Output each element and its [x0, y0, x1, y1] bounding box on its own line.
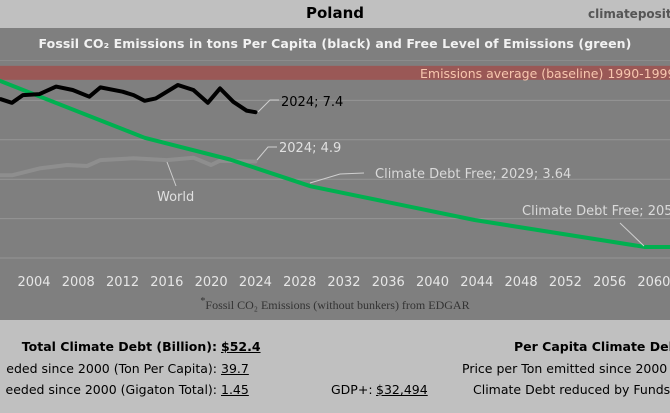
x-tick-label: 2008 — [62, 275, 95, 290]
gigaton-value[interactable]: 1.45 — [221, 382, 249, 397]
x-tick-label: 2036 — [372, 275, 405, 290]
annotation-leader-line — [619, 222, 645, 247]
x-tick-label: 2004 — [17, 275, 50, 290]
chart-title: Fossil CO₂ Emissions in tons Per Capita … — [38, 36, 632, 51]
series-line-free-level-of-emissions — [0, 78, 670, 249]
x-tick-label: 2020 — [195, 275, 228, 290]
x-tick-label: 2060 — [637, 275, 670, 290]
x-tick-label: 2024 — [239, 275, 272, 290]
source-text: Fossil CO₂ Emissions (without bunkers) f… — [205, 298, 470, 312]
gigaton-label: eeded since 2000 (Gigaton Total): — [5, 382, 218, 397]
x-tick-label: 2028 — [283, 275, 316, 290]
annotation-label: Climate Debt Free; 2029; 3.64 — [375, 167, 571, 182]
x-tick-label: 2032 — [327, 275, 360, 290]
x-tick-label: 2056 — [593, 275, 626, 290]
baseline-label: Emissions average (baseline) 1990-1999; … — [420, 66, 670, 81]
x-tick-label: 2016 — [150, 275, 183, 290]
x-tick-label: 2040 — [416, 275, 449, 290]
price-per-ton-label: Price per Ton emitted since 2000 — [462, 361, 668, 376]
header-bar — [0, 0, 670, 28]
x-tick-label: 2044 — [460, 275, 493, 290]
page-title: Poland — [306, 4, 364, 22]
source-caption: *Fossil CO₂ Emissions (without bunkers) … — [0, 296, 670, 313]
series-line-poland — [0, 83, 258, 115]
series-line-world — [0, 155, 258, 178]
x-tick-label: 2048 — [505, 275, 538, 290]
annotation-leader-line — [257, 99, 279, 113]
site-name: climatepositi — [588, 7, 670, 21]
ton-per-capita-label: eded since 2000 (Ton Per Capita): — [6, 361, 217, 376]
subtitle-bar — [0, 28, 670, 61]
total-debt-label: Total Climate Debt (Billion): — [21, 339, 217, 354]
annotation-leader-line — [166, 161, 177, 187]
x-tick-label: 2012 — [106, 275, 139, 290]
annotation-leader-line — [309, 172, 365, 184]
annotation-label: 2024; 4.9 — [279, 141, 341, 156]
annotation-label: World — [157, 190, 194, 205]
reduced-by-funds-label: Climate Debt reduced by Funds — [473, 382, 670, 397]
footnote-mark: * — [200, 296, 206, 307]
gdp-label: GDP+: — [331, 382, 373, 397]
emissions-chart: Emissions average (baseline) 1990-1999; … — [0, 65, 670, 290]
total-debt-value[interactable]: $52.4 — [221, 339, 261, 354]
annotation-label: 2024; 7.4 — [281, 95, 343, 110]
per-capita-debt-label: Per Capita Climate Debt — [514, 339, 670, 354]
gdp-value[interactable]: $32,494 — [376, 382, 428, 397]
x-tick-label: 2052 — [549, 275, 582, 290]
ton-per-capita-value[interactable]: 39.7 — [221, 361, 249, 376]
annotation-leader-line — [256, 146, 277, 161]
baseline-band — [0, 65, 670, 80]
annotation-label: Climate Debt Free; 205 — [522, 204, 670, 219]
